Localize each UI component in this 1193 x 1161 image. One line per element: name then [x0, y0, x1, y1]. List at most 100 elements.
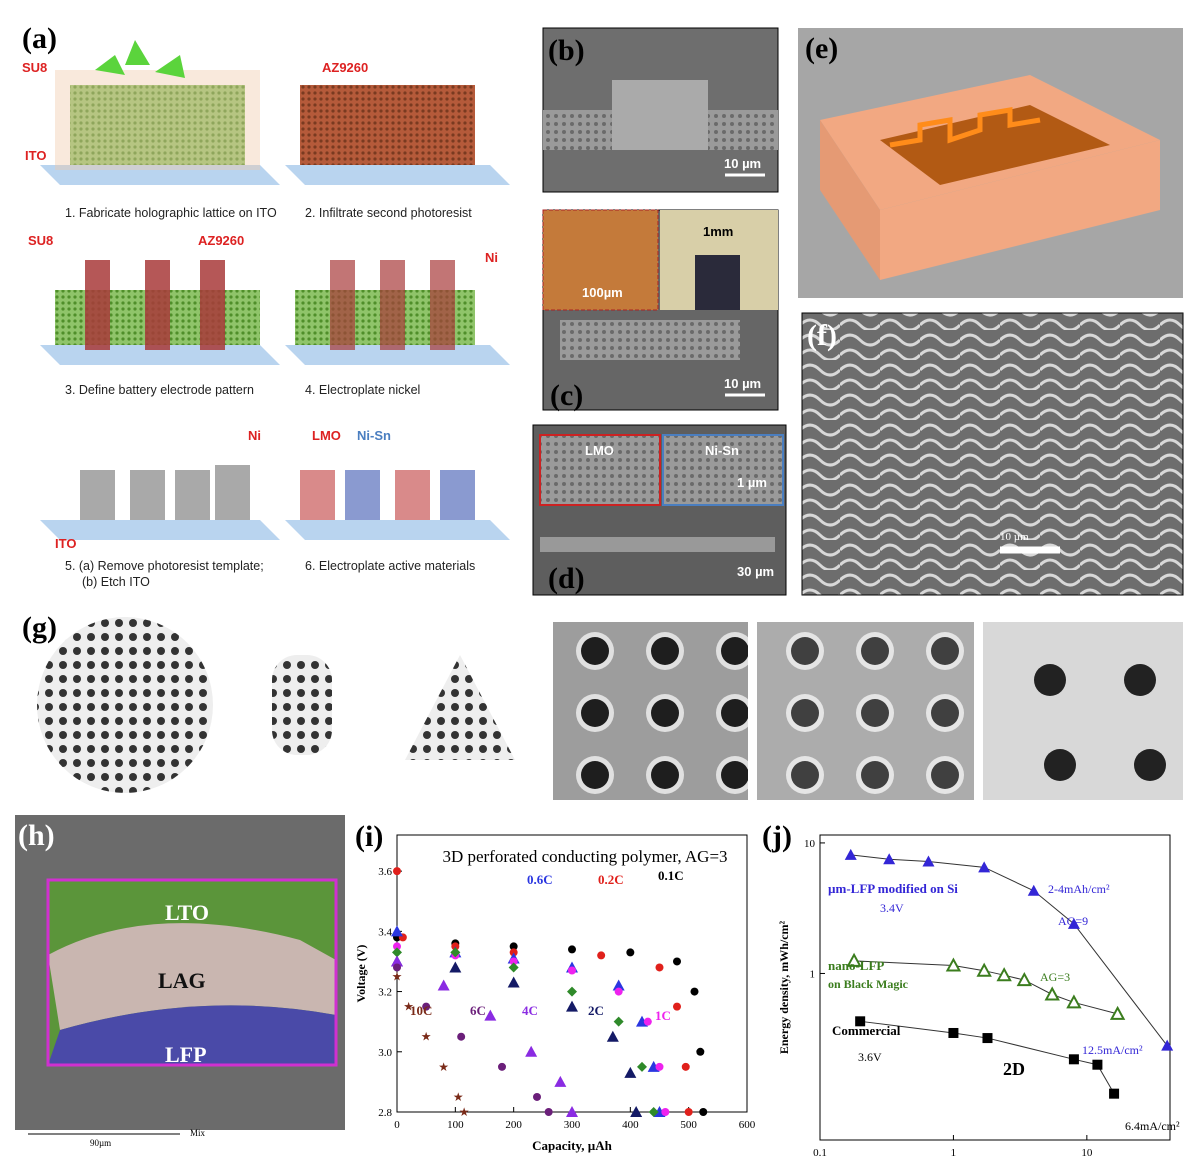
data-point — [614, 987, 623, 996]
data-point — [883, 853, 896, 865]
data-point: ★ — [438, 1060, 449, 1074]
data-point — [1044, 986, 1060, 1001]
data-point — [846, 952, 862, 967]
data-point — [630, 1106, 643, 1117]
y-tick-label: 3.6 — [378, 866, 392, 878]
scale-bar: 10 µm — [724, 376, 761, 391]
data-point — [544, 1108, 553, 1116]
data-point — [484, 1009, 497, 1021]
data-point: ★ — [459, 1105, 470, 1119]
data-point — [643, 1017, 652, 1026]
scale-bar: 1mm — [703, 224, 733, 239]
data-point — [450, 947, 461, 958]
data-point — [498, 1062, 506, 1071]
data-point — [655, 1062, 664, 1071]
data-point: ★ — [453, 1090, 464, 1104]
panel-label: (h) — [18, 819, 55, 852]
data-point — [509, 948, 518, 957]
data-point — [1109, 1005, 1126, 1020]
data-point — [568, 966, 576, 975]
panel-c: 1mm 100µm 10 µm (c) — [542, 209, 779, 412]
data-point — [684, 1108, 693, 1116]
data-point — [948, 1027, 959, 1038]
data-point — [554, 1075, 567, 1087]
data-point — [978, 861, 991, 873]
series-label: µm-LFP modified on Si — [828, 881, 958, 896]
panel-label: (j) — [762, 820, 792, 853]
annotation: 12.5mA/cm² — [1082, 1043, 1143, 1057]
charts: (i) 3D perforated conducting polymer, AG=… — [354, 820, 1180, 1159]
data-point — [1068, 1054, 1079, 1065]
x-tick-label: 1 — [951, 1147, 957, 1159]
callout: Ni — [248, 428, 261, 443]
series-label: 10C — [410, 1003, 432, 1018]
y-axis-label: Energy density, mWh/cm² — [777, 920, 791, 1054]
data-point — [567, 986, 577, 997]
data-point — [451, 942, 460, 951]
data-point — [509, 957, 518, 966]
annotation: 2D — [1003, 1059, 1025, 1079]
data-point — [982, 1033, 993, 1044]
callout: ITO — [25, 148, 46, 163]
data-point — [637, 1061, 647, 1072]
data-point — [393, 867, 401, 876]
mode-label: Mix — [190, 1128, 206, 1138]
panel-label: (i) — [355, 820, 383, 853]
data-point — [566, 1106, 578, 1117]
data-point: ★ — [392, 970, 403, 984]
step-caption: (b) Etch ITO — [82, 575, 150, 589]
data-point — [393, 963, 401, 972]
scale-bar: 100µm — [582, 285, 623, 300]
data-point — [661, 1108, 670, 1116]
panel-label: (d) — [548, 562, 585, 595]
step-caption: 6. Electroplate active materials — [305, 559, 475, 573]
panel-d: LMO Ni-Sn 1 µm 30 µm (d) — [532, 424, 787, 596]
data-point — [844, 848, 857, 860]
data-point — [673, 1002, 681, 1011]
data-point — [976, 962, 992, 977]
data-point — [1092, 1059, 1103, 1070]
data-point — [922, 855, 935, 867]
data-point — [1161, 1039, 1174, 1051]
data-point — [508, 962, 519, 973]
data-point — [509, 942, 518, 951]
inset-label: LMO — [585, 443, 614, 458]
panel-label: (e) — [805, 32, 838, 65]
data-point — [655, 963, 664, 972]
y-tick-label: 3.2 — [378, 987, 392, 999]
data-point: ★ — [403, 1000, 414, 1014]
data-point — [391, 955, 403, 967]
x-tick-label: 500 — [680, 1119, 697, 1131]
data-point — [566, 1000, 578, 1012]
series-label: 2C — [588, 1003, 604, 1018]
data-point — [1027, 884, 1040, 896]
y-tick-label: 3.4 — [378, 926, 392, 938]
data-point: ★ — [421, 1030, 432, 1044]
data-point — [568, 945, 576, 954]
data-point — [457, 1032, 466, 1041]
panel-label: (f) — [807, 319, 837, 352]
data-point — [699, 1108, 708, 1116]
y-tick-label: 3.0 — [378, 1047, 392, 1059]
scale-bar: 1 µm — [737, 475, 767, 490]
series-label: nano-LFP — [828, 958, 884, 973]
panel-label: (g) — [22, 611, 57, 644]
data-point — [626, 948, 635, 957]
data-point — [507, 976, 520, 988]
data-point — [606, 1030, 619, 1042]
step-caption: 5. (a) Remove photoresist template; — [65, 559, 264, 573]
data-point — [393, 942, 401, 951]
data-point — [696, 1047, 705, 1056]
callout: AZ9260 — [198, 233, 244, 248]
annotation: AG=9 — [1058, 914, 1088, 928]
panel-f: 10 µm (f) — [801, 312, 1184, 596]
callout: AZ9260 — [322, 60, 368, 75]
data-point — [673, 957, 681, 966]
series-label: 1C — [655, 1008, 671, 1023]
scale-bar: 30 µm — [737, 564, 774, 579]
data-point — [613, 1016, 624, 1027]
callout: SU8 — [28, 233, 53, 248]
series-label: 0.1C — [658, 868, 684, 883]
step-caption: 4. Electroplate nickel — [305, 383, 420, 397]
layer-label: LTO — [165, 900, 209, 925]
